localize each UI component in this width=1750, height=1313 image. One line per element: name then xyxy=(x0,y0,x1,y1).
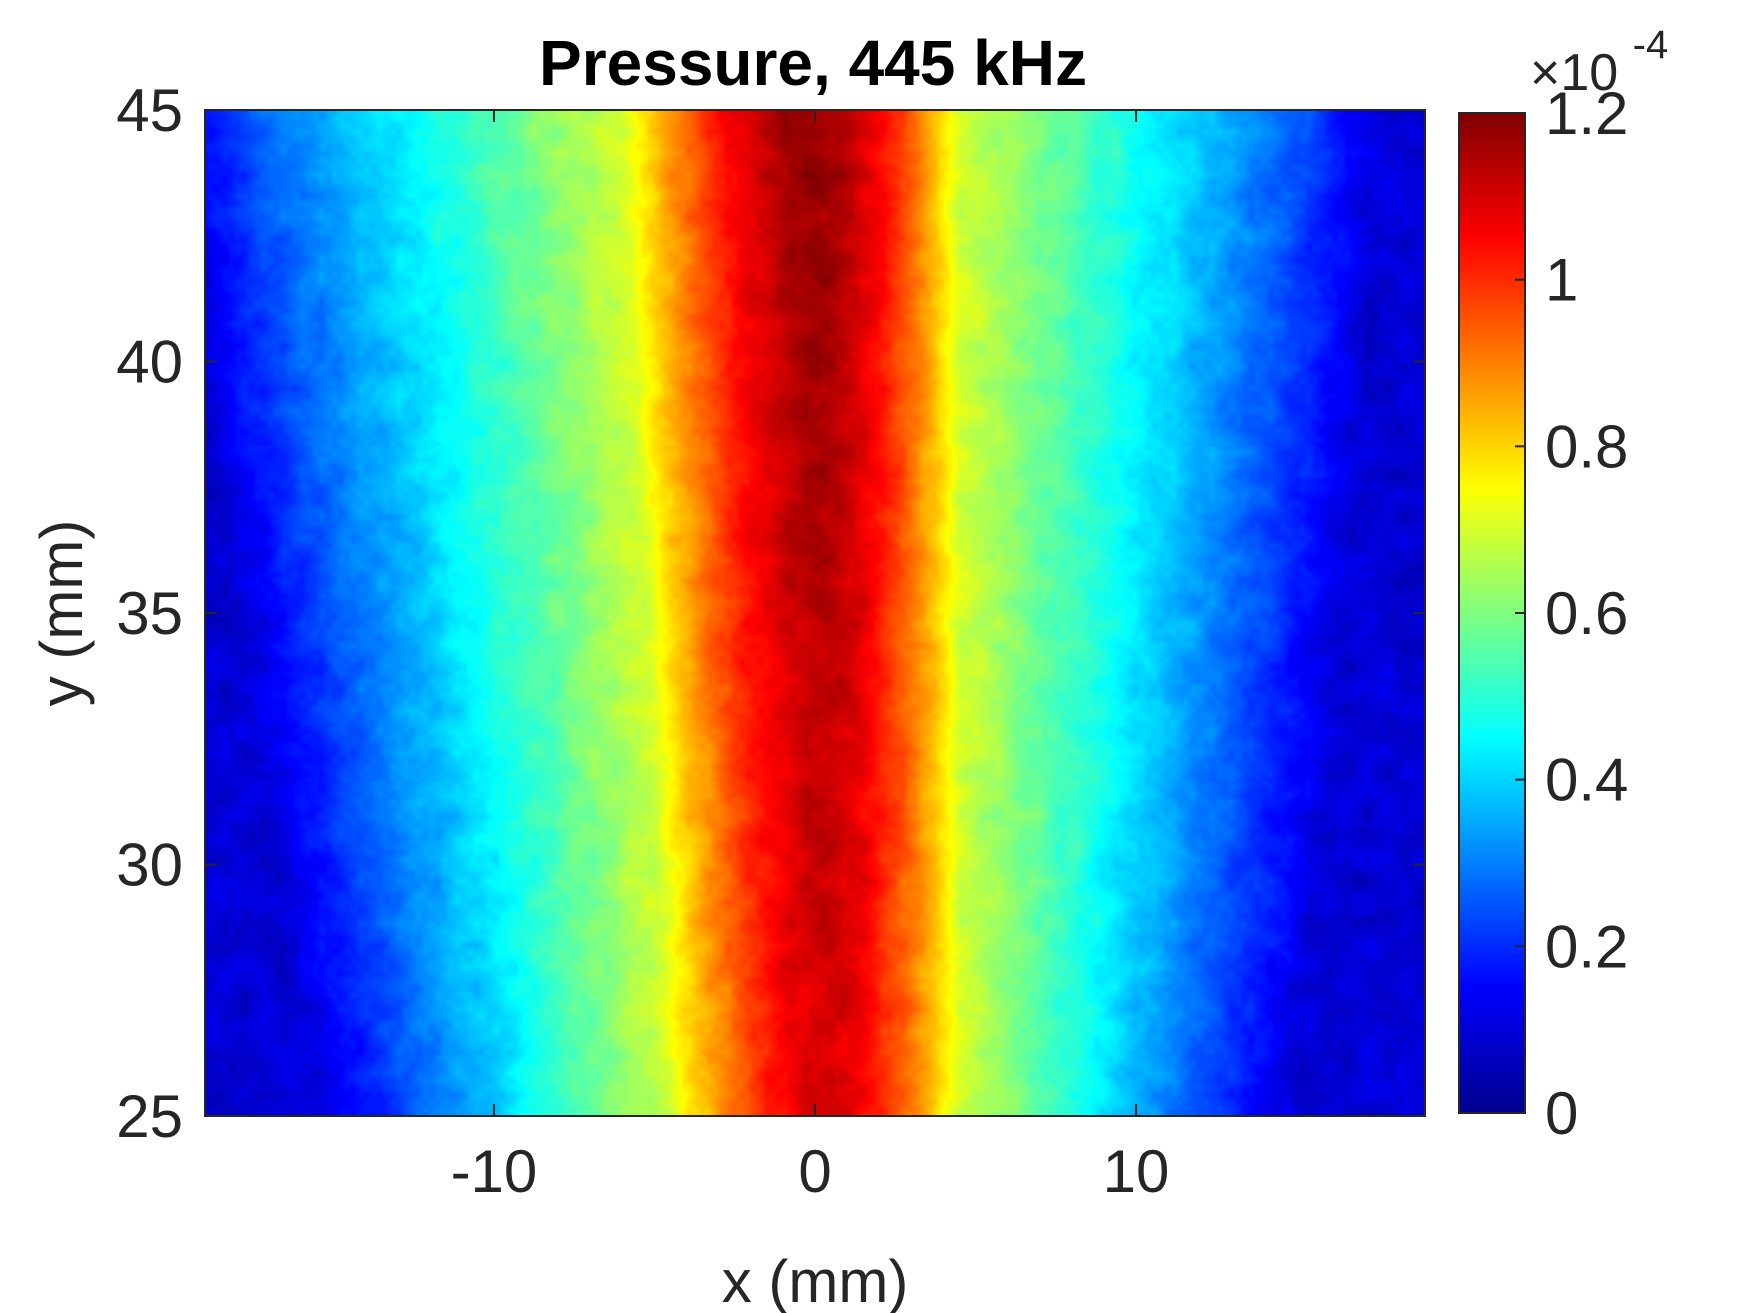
colorbar: 0 0.2 0.4 0.6 0.8 1 1.2 ×10 -4 xyxy=(1458,23,1668,1147)
y-axis-ticks: 25 30 35 40 45 xyxy=(116,77,1425,1150)
colorbar-tick-label: 0.8 xyxy=(1545,413,1628,480)
y-tick-label: 45 xyxy=(116,77,183,144)
chart-title: Pressure, 445 kHz xyxy=(539,27,1087,99)
y-tick-label: 30 xyxy=(116,832,183,899)
colorbar-ticks: 0 0.2 0.4 0.6 0.8 1 1.2 xyxy=(1515,80,1628,1147)
y-tick-label: 25 xyxy=(116,1083,183,1150)
colorbar-tick-label: 0 xyxy=(1545,1080,1578,1147)
y-axis-label: y (mm) xyxy=(28,520,95,707)
colorbar-multiplier: ×10 -4 xyxy=(1530,23,1668,102)
y-tick-label: 40 xyxy=(116,329,183,396)
x-tick-label: -10 xyxy=(451,1138,538,1205)
colorbar-tick-label: 0.2 xyxy=(1545,913,1628,980)
colorbar-tick-label: 1 xyxy=(1545,247,1578,314)
colorbar-tick-label: 0.4 xyxy=(1545,747,1628,814)
colorbar-tick-label: 1.2 xyxy=(1545,80,1628,147)
x-axis-label: x (mm) xyxy=(722,1248,909,1313)
plot-area xyxy=(204,109,1426,1117)
colorbar-tick-label: 0.6 xyxy=(1545,580,1628,647)
y-tick-label: 35 xyxy=(116,580,183,647)
colorbar-multiplier-base: ×10 xyxy=(1530,44,1618,102)
x-axis-ticks: -10 0 10 xyxy=(451,110,1170,1205)
x-tick-label: 0 xyxy=(798,1138,831,1205)
colorbar-multiplier-exponent: -4 xyxy=(1633,23,1669,67)
heatmap-canvas xyxy=(205,110,1425,1116)
x-tick-label: 10 xyxy=(1103,1138,1170,1205)
